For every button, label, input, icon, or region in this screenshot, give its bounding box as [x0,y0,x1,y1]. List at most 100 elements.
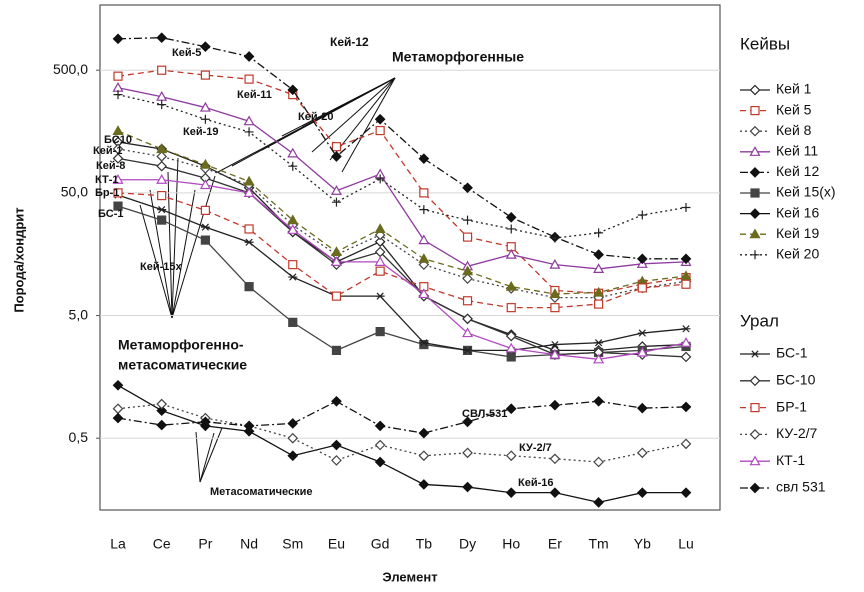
legend-title: Урал [740,311,779,330]
marker [287,450,299,462]
marker [680,401,692,413]
series [112,125,692,299]
marker [243,187,255,197]
series-line [117,194,687,352]
annotation: Бр-1 [95,187,119,199]
marker [550,303,560,313]
marker [331,151,342,162]
marker [156,32,168,44]
marker [331,439,342,451]
legend-item: БС-1 [740,345,808,361]
marker [374,223,386,234]
legend-item: БР-1 [740,398,807,414]
marker [374,236,386,248]
legend-label: Кей 1 [776,81,812,97]
marker [418,450,430,462]
marker [505,330,517,342]
x-tick-label: Er [548,536,562,552]
marker [636,253,648,265]
legend-label: свл 531 [776,479,826,495]
x-tick-label: Eu [328,536,345,552]
annotation: Кей-19 [183,126,219,138]
marker [462,182,473,194]
marker [549,453,561,465]
legend-marker [749,482,761,494]
x-tick-label: Ce [153,536,171,552]
marker [636,447,648,459]
marker [331,291,342,301]
marker [462,296,473,306]
series-line [117,87,687,270]
marker [200,235,210,245]
annotation: Метаморфогенные [392,49,524,65]
marker [288,161,298,171]
legend-item: КТ-1 [740,452,805,468]
marker [506,224,516,234]
marker [681,279,691,289]
marker [419,339,429,350]
series-line [117,130,687,295]
marker [462,416,473,428]
marker [199,101,211,112]
annotation: метасоматические [118,357,247,373]
legend-marker [750,403,760,413]
x-tick-label: Pr [198,536,212,552]
marker [505,403,517,415]
marker [593,456,604,468]
marker [505,487,517,499]
marker [593,263,605,274]
marker [287,214,299,225]
marker [199,179,211,190]
series-line [117,69,687,294]
annotation: Кей-1 [93,145,122,157]
x-tick-label: Tm [589,536,609,552]
marker [331,455,342,466]
series [112,174,692,364]
marker [330,246,342,257]
legend-marker [749,146,761,156]
series-line [117,141,687,352]
marker [156,405,168,416]
legend-label: Кей 15(x) [776,184,836,200]
marker [505,450,517,462]
marker [418,427,430,439]
marker [462,481,473,493]
marker [374,113,386,125]
marker [680,253,692,265]
marker [374,256,386,266]
x-tick-label: Tb [416,536,433,552]
marker [331,395,342,407]
legend-marker [750,105,760,116]
marker [156,398,168,410]
series [112,136,692,356]
series-line [117,192,687,309]
marker [200,114,210,124]
marker [593,353,605,364]
legend-item: Кей 11 [740,143,818,159]
legend-marker [750,188,760,198]
marker [331,345,342,355]
series [112,379,692,508]
legend-label: КТ-1 [776,452,805,468]
series [112,395,692,439]
legend-item: КУ-2/7 [740,425,818,441]
marker [199,158,211,169]
marker [549,288,561,299]
legend-item: Кей 5 [740,101,812,117]
legend-marker [750,350,760,358]
marker [681,325,691,333]
annotation: Кей-15х [140,261,182,273]
marker [505,248,517,259]
marker [331,142,342,152]
series [113,65,691,298]
legend-marker [749,84,761,96]
marker [157,215,167,225]
marker [680,351,692,363]
marker [462,447,473,459]
annotation: Кей-16 [518,477,554,489]
marker [112,125,124,136]
legend-label: Кей 8 [776,122,812,138]
marker [637,283,647,293]
marker [244,238,254,246]
